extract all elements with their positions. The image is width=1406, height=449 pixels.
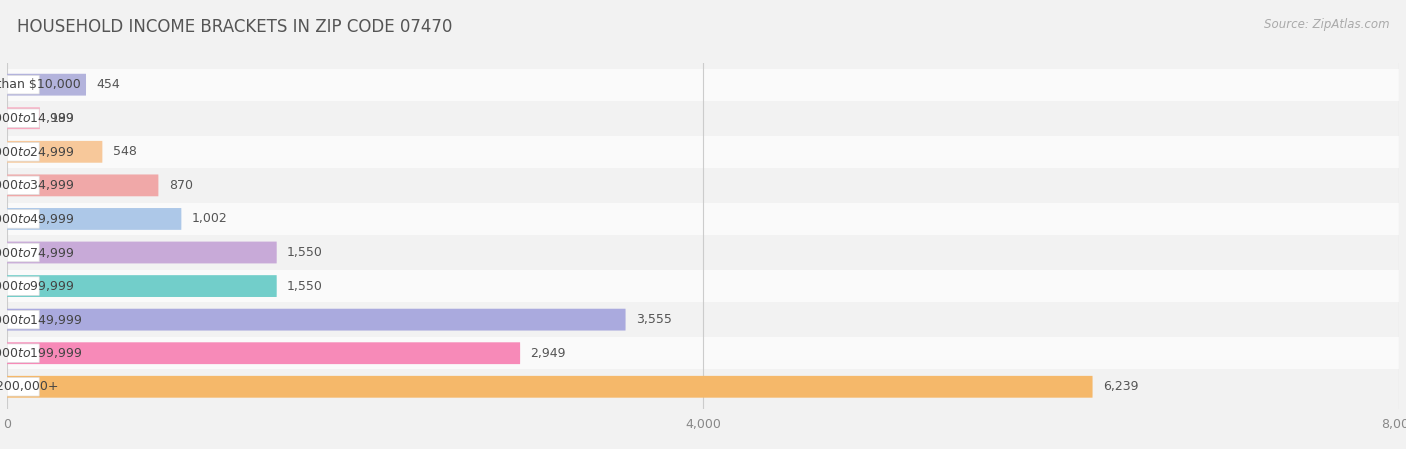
Bar bbox=[7, 136, 1399, 168]
Text: 1,002: 1,002 bbox=[191, 212, 228, 225]
Text: HOUSEHOLD INCOME BRACKETS IN ZIP CODE 07470: HOUSEHOLD INCOME BRACKETS IN ZIP CODE 07… bbox=[17, 18, 453, 36]
Text: 1,550: 1,550 bbox=[287, 246, 323, 259]
Text: 3,555: 3,555 bbox=[636, 313, 672, 326]
Bar bbox=[7, 102, 1399, 134]
FancyBboxPatch shape bbox=[7, 109, 39, 128]
FancyBboxPatch shape bbox=[7, 344, 39, 362]
FancyBboxPatch shape bbox=[7, 142, 39, 161]
FancyBboxPatch shape bbox=[7, 242, 277, 264]
Bar bbox=[7, 371, 1399, 403]
FancyBboxPatch shape bbox=[7, 275, 277, 297]
Text: $100,000 to $149,999: $100,000 to $149,999 bbox=[0, 313, 83, 326]
Text: 548: 548 bbox=[112, 145, 136, 158]
Text: $200,000+: $200,000+ bbox=[0, 380, 59, 393]
Bar bbox=[7, 237, 1399, 269]
Text: 870: 870 bbox=[169, 179, 193, 192]
FancyBboxPatch shape bbox=[7, 74, 86, 96]
Bar bbox=[7, 203, 1399, 235]
Bar bbox=[7, 169, 1399, 201]
Bar bbox=[7, 304, 1399, 335]
FancyBboxPatch shape bbox=[7, 378, 39, 396]
Bar bbox=[7, 69, 1399, 101]
Text: 454: 454 bbox=[97, 78, 120, 91]
Text: Less than $10,000: Less than $10,000 bbox=[0, 78, 82, 91]
Text: $35,000 to $49,999: $35,000 to $49,999 bbox=[0, 212, 75, 226]
Text: $150,000 to $199,999: $150,000 to $199,999 bbox=[0, 346, 83, 360]
FancyBboxPatch shape bbox=[7, 107, 39, 129]
Text: $25,000 to $34,999: $25,000 to $34,999 bbox=[0, 178, 75, 192]
Text: Source: ZipAtlas.com: Source: ZipAtlas.com bbox=[1264, 18, 1389, 31]
FancyBboxPatch shape bbox=[7, 309, 626, 330]
Text: $75,000 to $99,999: $75,000 to $99,999 bbox=[0, 279, 75, 293]
FancyBboxPatch shape bbox=[7, 175, 159, 196]
FancyBboxPatch shape bbox=[7, 243, 39, 262]
FancyBboxPatch shape bbox=[7, 75, 39, 94]
Text: 6,239: 6,239 bbox=[1104, 380, 1139, 393]
FancyBboxPatch shape bbox=[7, 277, 39, 295]
FancyBboxPatch shape bbox=[7, 141, 103, 163]
Bar bbox=[7, 270, 1399, 302]
FancyBboxPatch shape bbox=[7, 376, 1092, 398]
Text: $10,000 to $14,999: $10,000 to $14,999 bbox=[0, 111, 75, 125]
FancyBboxPatch shape bbox=[7, 342, 520, 364]
Text: $50,000 to $74,999: $50,000 to $74,999 bbox=[0, 246, 75, 260]
FancyBboxPatch shape bbox=[7, 208, 181, 230]
FancyBboxPatch shape bbox=[7, 210, 39, 228]
Text: 2,949: 2,949 bbox=[530, 347, 567, 360]
Text: 189: 189 bbox=[51, 112, 75, 125]
Text: $15,000 to $24,999: $15,000 to $24,999 bbox=[0, 145, 75, 159]
Bar bbox=[7, 337, 1399, 369]
FancyBboxPatch shape bbox=[7, 176, 39, 195]
Text: 1,550: 1,550 bbox=[287, 280, 323, 293]
FancyBboxPatch shape bbox=[7, 310, 39, 329]
